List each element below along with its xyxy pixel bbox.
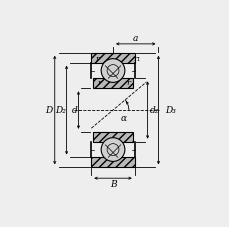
Text: d: d bbox=[71, 106, 77, 115]
Bar bbox=[93, 132, 132, 142]
Text: α: α bbox=[120, 114, 127, 123]
Text: D₃: D₃ bbox=[165, 106, 175, 115]
Text: r: r bbox=[95, 55, 99, 63]
Text: r: r bbox=[126, 79, 130, 87]
Bar bbox=[91, 158, 134, 167]
Circle shape bbox=[101, 138, 124, 161]
Bar bbox=[91, 53, 134, 63]
Text: B: B bbox=[109, 180, 116, 189]
Text: a: a bbox=[133, 35, 138, 43]
Text: D: D bbox=[45, 106, 52, 115]
Text: r₁: r₁ bbox=[133, 55, 141, 63]
Circle shape bbox=[101, 59, 124, 82]
Bar bbox=[93, 79, 132, 88]
Text: D₂: D₂ bbox=[55, 106, 65, 115]
Text: r: r bbox=[97, 79, 101, 87]
Text: d₂: d₂ bbox=[149, 106, 158, 115]
